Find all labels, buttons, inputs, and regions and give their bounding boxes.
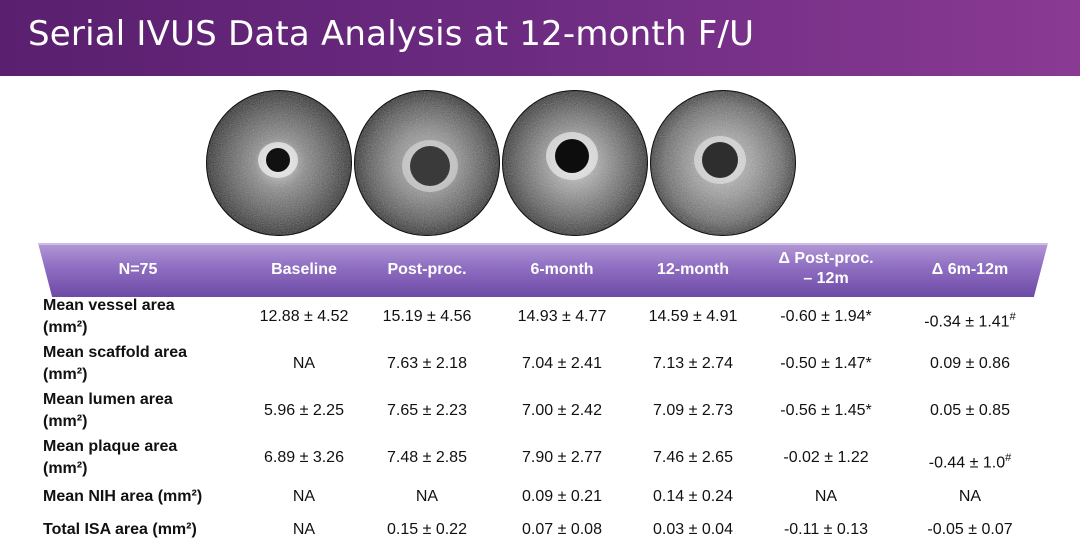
table-cell: 7.90 ± 2.77 (522, 449, 602, 466)
header-6-month: 6-month (530, 261, 594, 278)
table-cell: -0.56 ± 1.45* (780, 402, 872, 419)
table-cell: 7.65 ± 2.23 (387, 402, 467, 419)
table-cell: 14.59 ± 4.91 (648, 308, 738, 325)
row-label-line2: (mm²) (43, 319, 88, 336)
table-cell: 0.03 ± 0.04 (653, 521, 733, 538)
row-label-line1: Mean plaque area (43, 438, 178, 455)
table-cell: 0.09 ± 0.21 (522, 488, 602, 505)
table-cell: -0.11 ± 0.13 (783, 521, 869, 538)
table-cell: 7.09 ± 2.73 (653, 402, 733, 419)
table-cell: NA (415, 488, 439, 505)
row-label-line1: Mean lumen area (43, 391, 173, 408)
header-12-month: 12-month (657, 261, 729, 278)
table-cell: -0.34 ± 1.41# (924, 311, 1016, 331)
ivus-post-proc-image (354, 90, 500, 236)
table-cell: -0.44 ± 1.0# (928, 452, 1012, 472)
table-cell: 5.96 ± 2.25 (264, 402, 344, 419)
table-cell: 7.63 ± 2.18 (387, 355, 467, 372)
row-label-line1: Mean scaffold area (43, 344, 188, 361)
ivus-6-month-image (502, 90, 648, 236)
table-cell: 14.93 ± 4.77 (517, 308, 607, 325)
table-cell: NA (292, 355, 316, 372)
row-label-line2: (mm²) (43, 460, 88, 477)
row-label-scaffold: Mean scaffold area (mm²) (43, 342, 187, 386)
row-label-vessel: Mean vessel area (mm²) (43, 295, 175, 339)
table-cell: 0.09 ± 0.86 (930, 355, 1010, 372)
table-cell: NA (292, 488, 316, 505)
row-label-line1: Mean vessel area (43, 297, 175, 314)
table-cell: 7.04 ± 2.41 (522, 355, 602, 372)
table-cell: 7.48 ± 2.85 (387, 449, 467, 466)
table-cell: 0.15 ± 0.22 (387, 521, 467, 538)
table-cell: 15.19 ± 4.56 (382, 308, 472, 325)
header-delta-6m-12m: Δ 6m-12m (931, 261, 1009, 278)
table-cell: NA (292, 521, 316, 538)
slide-title: Serial IVUS Data Analysis at 12-month F/… (28, 14, 755, 54)
table-cell: 7.00 ± 2.42 (522, 402, 602, 419)
ivus-baseline-image (206, 90, 352, 236)
row-label-plaque: Mean plaque area (mm²) (43, 436, 177, 480)
row-label-nih: Mean NIH area (mm²) (43, 488, 203, 505)
row-label-line2: (mm²) (43, 366, 88, 383)
header-post-proc: Post-proc. (387, 261, 467, 278)
table-cell: 0.07 ± 0.08 (522, 521, 602, 538)
ivus-12-month-image (650, 90, 796, 236)
table-cell: -0.50 ± 1.47* (780, 355, 872, 372)
header-delta-post-proc: Δ Post-proc. – 12m (756, 249, 896, 289)
table-cell: -0.60 ± 1.94* (780, 308, 872, 325)
table-cell: 7.46 ± 2.65 (653, 449, 733, 466)
table-cell: -0.05 ± 0.07 (927, 521, 1013, 538)
table-cell: 12.88 ± 4.52 (259, 308, 349, 325)
table-cell: 0.14 ± 0.24 (653, 488, 733, 505)
footnote-mark: # (1005, 452, 1012, 464)
header-delta-post-proc-line1: Δ Post-proc. (778, 250, 874, 267)
footnote-mark: # (1009, 311, 1016, 323)
row-label-lumen: Mean lumen area (mm²) (43, 389, 173, 433)
table-cell: -0.02 ± 1.22 (783, 449, 869, 466)
title-bar: Serial IVUS Data Analysis at 12-month F/… (0, 0, 1080, 76)
ivus-image-strip (206, 90, 796, 238)
table-cell: 7.13 ± 2.74 (653, 355, 733, 372)
table-cell: NA (958, 488, 982, 505)
header-baseline: Baseline (271, 261, 337, 278)
header-delta-post-proc-line2: – 12m (803, 270, 849, 287)
row-label-line2: (mm²) (43, 413, 88, 430)
header-n: N=75 (118, 261, 158, 278)
table-cell: 6.89 ± 3.26 (264, 449, 344, 466)
table-header-band (38, 243, 1048, 297)
table-cell: 0.05 ± 0.85 (930, 402, 1010, 419)
row-label-isa: Total ISA area (mm²) (43, 521, 197, 538)
table-cell: NA (814, 488, 838, 505)
